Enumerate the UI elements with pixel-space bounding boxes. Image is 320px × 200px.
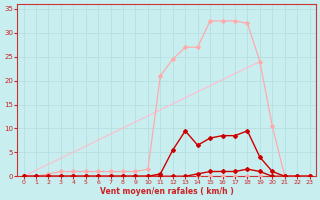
X-axis label: Vent moyen/en rafales ( km/h ): Vent moyen/en rafales ( km/h ) [100,187,234,196]
